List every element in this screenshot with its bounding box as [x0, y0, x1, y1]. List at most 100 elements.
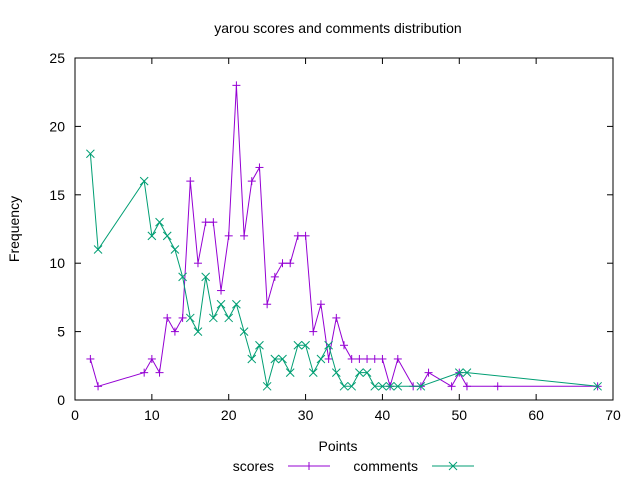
data-point-scores — [293, 231, 302, 240]
data-point-comments — [208, 313, 218, 323]
y-tick-label: 20 — [49, 118, 65, 134]
data-point-comments — [593, 381, 602, 391]
data-point-scores — [332, 313, 341, 322]
plot-border — [74, 57, 614, 401]
data-point-comments — [385, 381, 395, 391]
y-tick-label: 10 — [49, 255, 65, 271]
data-point-scores — [278, 259, 287, 268]
data-point-scores — [355, 354, 364, 363]
data-point-scores — [240, 231, 249, 240]
data-point-scores — [209, 218, 218, 227]
series-scores — [86, 81, 602, 391]
data-point-comments — [262, 381, 272, 391]
legend-label-comments: comments — [353, 458, 418, 474]
series-line-comments — [89, 153, 598, 387]
legend-marker-scores — [305, 462, 313, 470]
data-point-comments — [86, 149, 95, 159]
data-point-scores — [270, 272, 279, 281]
legend: scores comments — [233, 458, 474, 474]
x-tick-label: 60 — [528, 407, 544, 423]
data-point-scores — [155, 368, 164, 377]
data-point-comments — [155, 217, 164, 227]
data-point-scores — [393, 354, 402, 363]
data-point-comments — [224, 313, 234, 323]
data-point-comments — [170, 245, 180, 254]
data-point-scores — [224, 231, 233, 240]
data-point-scores — [462, 382, 471, 391]
data-point-comments — [347, 381, 357, 391]
data-point-comments — [201, 272, 211, 282]
data-point-comments — [162, 231, 172, 241]
data-point-comments — [308, 368, 318, 377]
data-point-comments — [270, 354, 280, 364]
x-tick-label: 20 — [221, 407, 237, 423]
data-point-comments — [324, 340, 333, 350]
data-point-scores — [86, 354, 95, 363]
data-point-scores — [370, 354, 379, 363]
data-point-comments — [339, 381, 349, 391]
data-point-comments — [216, 299, 226, 309]
data-point-scores — [286, 259, 295, 268]
plot-area — [74, 57, 614, 401]
y-tick-label: 25 — [49, 50, 65, 66]
legend-label-scores: scores — [233, 458, 274, 474]
data-point-comments — [232, 299, 241, 309]
chart-title: yarou scores and comments distribution — [214, 20, 461, 36]
data-point-scores — [324, 354, 333, 363]
data-point-scores — [363, 354, 372, 363]
y-axis-label: Frequency — [6, 196, 22, 262]
data-point-comments — [454, 368, 464, 377]
data-point-comments — [362, 368, 372, 377]
x-tick-label: 0 — [71, 407, 79, 423]
y-tick-label: 0 — [57, 392, 65, 408]
data-point-comments — [462, 368, 472, 377]
data-point-scores — [232, 81, 241, 90]
x-tick-label: 70 — [605, 407, 621, 423]
data-point-comments — [247, 354, 257, 364]
data-point-scores — [347, 354, 356, 363]
data-point-comments — [355, 368, 364, 377]
series-group — [86, 81, 602, 391]
data-point-comments — [378, 381, 387, 391]
data-point-scores — [178, 313, 187, 322]
data-point-comments — [416, 381, 426, 391]
data-point-scores — [424, 368, 433, 377]
x-tick-label: 50 — [451, 407, 467, 423]
legend-marker-comments — [448, 461, 458, 471]
axis-ticks: 0 10 20 30 40 50 60 70 0 5 10 15 20 25 — [49, 50, 621, 423]
data-point-scores — [316, 300, 325, 309]
data-point-comments — [316, 354, 326, 364]
data-point-comments — [301, 340, 310, 350]
data-point-scores — [193, 259, 202, 268]
x-tick-label: 30 — [298, 407, 314, 423]
data-point-comments — [393, 381, 403, 391]
data-point-comments — [278, 354, 287, 364]
y-tick-label: 5 — [57, 324, 65, 340]
series-comments — [86, 149, 602, 391]
data-point-scores — [147, 354, 156, 363]
data-point-scores — [255, 163, 264, 172]
data-point-scores — [94, 382, 103, 391]
data-point-comments — [185, 313, 195, 323]
data-point-scores — [201, 218, 210, 227]
y-tick-label: 15 — [49, 187, 65, 203]
data-point-comments — [193, 327, 203, 336]
data-point-scores — [170, 327, 179, 336]
data-point-scores — [140, 368, 149, 377]
series-line-scores — [89, 85, 598, 389]
data-point-comments — [331, 368, 341, 377]
data-point-scores — [163, 313, 172, 322]
data-point-comments — [139, 176, 149, 186]
x-axis-label: Points — [319, 438, 358, 454]
data-point-scores — [247, 177, 256, 186]
data-point-scores — [263, 300, 272, 309]
data-point-comments — [293, 340, 303, 350]
data-point-scores — [447, 382, 456, 391]
data-point-scores — [340, 341, 348, 350]
x-tick-label: 40 — [375, 407, 391, 423]
data-point-scores — [217, 286, 226, 295]
data-point-scores — [493, 382, 502, 391]
data-point-comments — [93, 245, 103, 254]
data-point-comments — [178, 272, 187, 282]
